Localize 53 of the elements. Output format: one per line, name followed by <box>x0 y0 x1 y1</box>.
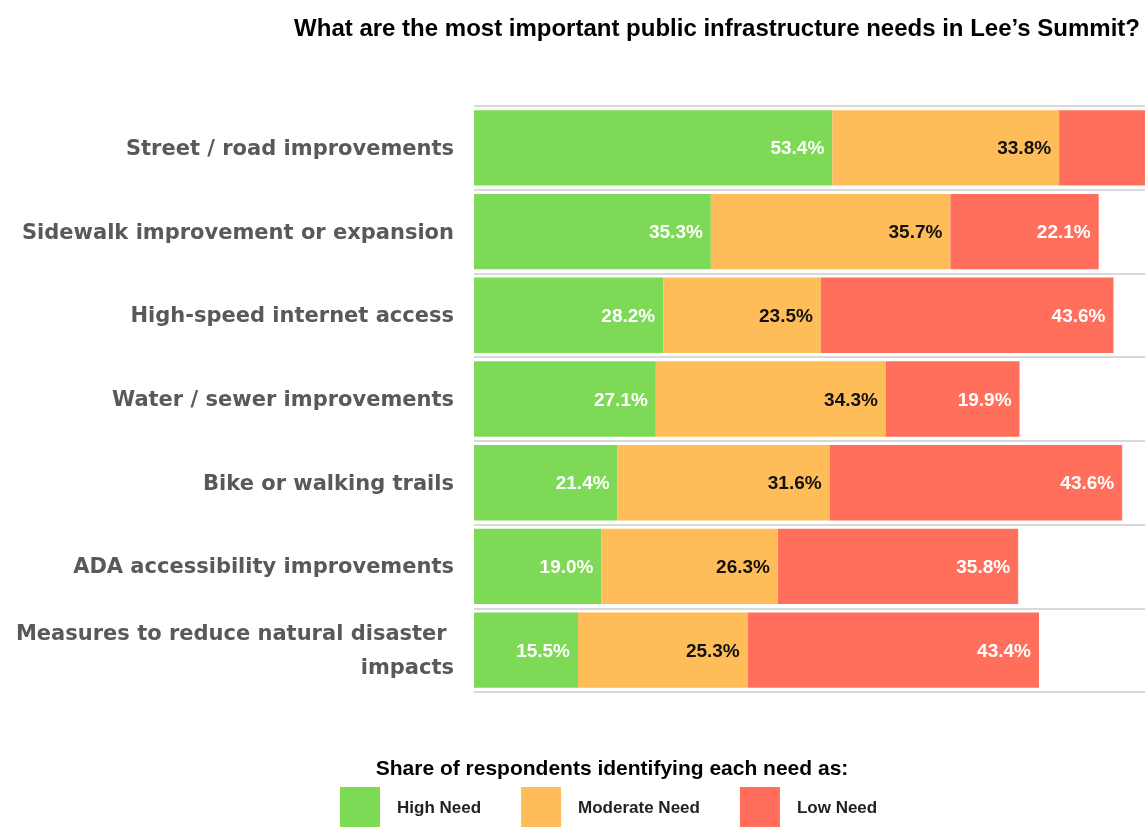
chart-title: What are the most important public infrastructure needs in Lee’s Summit? <box>294 13 1140 41</box>
data-label: 21.4% <box>555 472 610 494</box>
legend-label: High Need <box>397 797 482 817</box>
y-tick-label: Street / road improvements <box>125 135 454 160</box>
bar <box>474 445 618 521</box>
y-tick-label: Sidewalk improvement or expansion <box>21 219 454 244</box>
bar <box>747 612 1039 688</box>
legend-label: Moderate Need <box>578 797 700 817</box>
data-label: 53.4% <box>770 137 825 159</box>
data-label: 35.7% <box>888 221 943 243</box>
bar <box>474 528 602 605</box>
legend-title: Share of respondents identifying each need as: <box>375 756 849 779</box>
bar <box>829 445 1123 521</box>
data-label: 19.9% <box>957 388 1012 410</box>
data-label: 15.5% <box>516 639 571 661</box>
bar <box>617 445 830 521</box>
bar <box>1059 110 1145 186</box>
legend-label: Low Need <box>796 797 878 817</box>
data-label: 33.8% <box>997 137 1052 159</box>
bar <box>885 361 1020 437</box>
data-label: 43.4% <box>977 639 1032 661</box>
bar <box>777 528 1019 605</box>
y-tick-label: Water / sewer improvements <box>111 387 454 411</box>
data-label: 28.2% <box>601 304 656 326</box>
y-tick-label: Bike or walking trails <box>203 470 454 495</box>
bar <box>474 193 711 270</box>
y-tick-label: ADA accessibility improvements <box>73 554 454 579</box>
bar <box>601 528 778 605</box>
bar <box>474 361 656 437</box>
data-label: 35.8% <box>956 555 1011 577</box>
data-label: 25.3% <box>685 639 740 661</box>
data-label: 43.6% <box>1051 304 1106 326</box>
data-label: 22.1% <box>1036 221 1091 243</box>
bar <box>474 277 664 353</box>
y-tick-label: High-speed internet access <box>130 303 454 328</box>
data-label: 31.6% <box>767 472 822 494</box>
bar <box>655 361 886 437</box>
y-tick-label: Measures to reduce natural disaster impacts <box>15 621 454 680</box>
data-label: 26.3% <box>716 555 771 577</box>
bar <box>474 612 579 688</box>
bar <box>832 110 1060 186</box>
bar <box>474 110 833 186</box>
data-label: 19.0% <box>539 555 594 577</box>
bar <box>950 193 1099 270</box>
data-label: 23.5% <box>759 304 814 326</box>
data-label: 35.3% <box>648 221 703 243</box>
bar <box>710 193 951 270</box>
bar <box>663 277 821 353</box>
bar <box>820 277 1114 353</box>
data-label: 27.1% <box>593 388 648 410</box>
data-label: 34.3% <box>824 388 879 410</box>
bar <box>578 612 748 688</box>
data-label: 43.6% <box>1060 472 1115 494</box>
